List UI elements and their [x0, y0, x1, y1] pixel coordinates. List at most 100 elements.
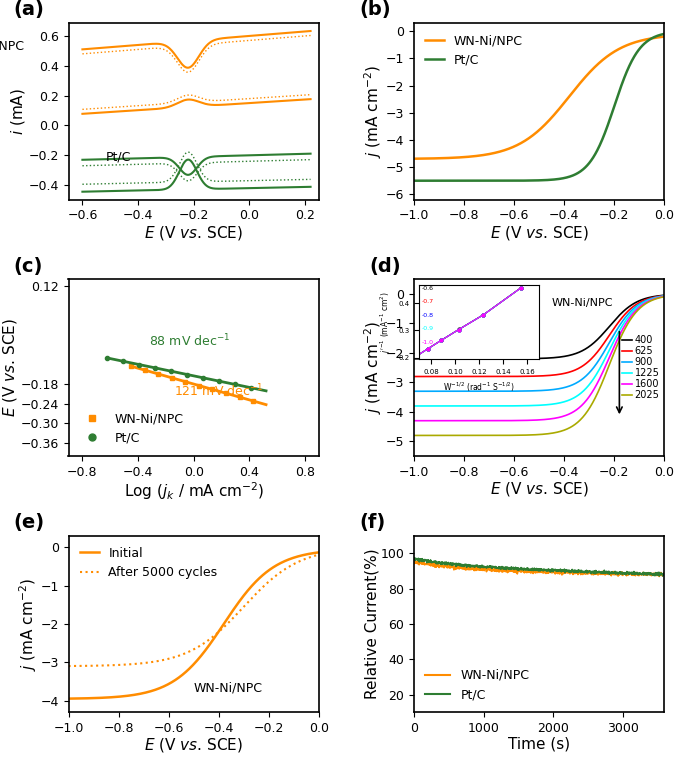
900	[545, 385, 553, 394]
Line: 1225: 1225	[414, 296, 664, 406]
Initial	[270, 562, 278, 571]
Text: (a): (a)	[14, 1, 45, 19]
Y-axis label: $E$ (V $vs$. SCE): $E$ (V $vs$. SCE)	[1, 318, 19, 417]
400	[410, 354, 418, 363]
X-axis label: Time (s): Time (s)	[508, 736, 571, 751]
2025	[559, 426, 567, 435]
900	[660, 291, 669, 300]
Text: (d): (d)	[369, 257, 401, 276]
Line: 900: 900	[414, 296, 664, 391]
Legend: WN-Ni/NPC, Pt/C: WN-Ni/NPC, Pt/C	[421, 664, 534, 706]
Y-axis label: $i$ (mA): $i$ (mA)	[9, 88, 27, 135]
Text: WN-Ni/NPC: WN-Ni/NPC	[194, 681, 263, 694]
Line: Initial: Initial	[68, 552, 319, 699]
Initial	[309, 548, 317, 558]
X-axis label: $E$ (V $vs$. SCE): $E$ (V $vs$. SCE)	[490, 480, 588, 498]
Text: (b): (b)	[359, 1, 390, 19]
400	[654, 291, 662, 300]
After 5000 cycles	[214, 628, 222, 637]
900	[615, 322, 623, 331]
400	[530, 354, 538, 363]
Y-axis label: Relative Current(%): Relative Current(%)	[364, 548, 379, 699]
1225	[615, 326, 623, 336]
After 5000 cycles	[184, 648, 192, 657]
625	[660, 291, 669, 300]
1600	[410, 416, 418, 425]
Legend: WN-Ni/NPC, Pt/C: WN-Ni/NPC, Pt/C	[75, 408, 189, 450]
400	[660, 290, 669, 300]
1600	[529, 416, 537, 425]
900	[410, 387, 418, 396]
Line: After 5000 cycles: After 5000 cycles	[68, 555, 319, 666]
Y-axis label: $j$ (mA cm$^{-2}$): $j$ (mA cm$^{-2}$)	[363, 321, 384, 414]
1225	[529, 401, 537, 410]
X-axis label: $E$ (V $vs$. SCE): $E$ (V $vs$. SCE)	[490, 224, 588, 242]
Text: WN-Ni/NPC: WN-Ni/NPC	[552, 298, 613, 308]
625	[654, 292, 662, 301]
400	[559, 352, 567, 362]
Initial	[315, 548, 323, 557]
2025	[530, 430, 538, 440]
Legend: Initial, After 5000 cycles: Initial, After 5000 cycles	[75, 542, 223, 584]
Initial	[184, 666, 192, 675]
Text: (c): (c)	[14, 257, 42, 276]
2025	[654, 293, 662, 303]
625	[529, 372, 537, 381]
1225	[559, 398, 567, 407]
After 5000 cycles	[270, 573, 278, 582]
Initial	[214, 629, 222, 638]
1600	[559, 411, 567, 421]
2025	[545, 429, 553, 438]
Text: (e): (e)	[14, 513, 45, 532]
900	[529, 386, 537, 395]
Text: Pt/C: Pt/C	[106, 151, 132, 164]
1600	[615, 331, 623, 340]
Line: 400: 400	[414, 295, 664, 358]
Y-axis label: $j$ (mA cm$^{-2}$): $j$ (mA cm$^{-2}$)	[17, 578, 39, 670]
After 5000 cycles	[315, 550, 323, 559]
625	[530, 372, 538, 381]
1225	[660, 292, 669, 301]
625	[410, 372, 418, 381]
625	[545, 371, 553, 380]
After 5000 cycles	[185, 647, 193, 656]
Text: 88 mV dec$^{-1}$: 88 mV dec$^{-1}$	[149, 333, 230, 349]
1225	[410, 401, 418, 411]
1600	[654, 293, 662, 303]
X-axis label: Log ($j_k$ / mA cm$^{-2}$): Log ($j_k$ / mA cm$^{-2}$)	[123, 480, 264, 502]
Legend: WN-Ni/NPC, Pt/C: WN-Ni/NPC, Pt/C	[421, 29, 528, 71]
Initial	[64, 694, 73, 703]
2025	[615, 336, 623, 345]
Initial	[200, 647, 208, 656]
Initial	[185, 664, 193, 673]
After 5000 cycles	[200, 639, 208, 648]
1225	[530, 401, 538, 410]
Text: WN-Ni/NPC: WN-Ni/NPC	[0, 40, 25, 53]
Text: (f): (f)	[359, 513, 385, 532]
After 5000 cycles	[64, 662, 73, 671]
625	[615, 316, 623, 326]
400	[615, 311, 623, 320]
After 5000 cycles	[309, 552, 317, 561]
625	[559, 369, 567, 378]
Legend: 400, 625, 900, 1225, 1600, 2025: 400, 625, 900, 1225, 1600, 2025	[618, 332, 664, 404]
X-axis label: $E$ (V $vs$. SCE): $E$ (V $vs$. SCE)	[145, 736, 243, 755]
Line: 625: 625	[414, 296, 664, 377]
400	[545, 353, 553, 362]
1600	[545, 414, 553, 424]
900	[530, 386, 538, 395]
Text: 121 mV dec$^{-1}$: 121 mV dec$^{-1}$	[174, 382, 263, 399]
2025	[410, 430, 418, 440]
Y-axis label: $j$ (mA cm$^{-2}$): $j$ (mA cm$^{-2}$)	[363, 65, 384, 158]
1225	[545, 400, 553, 409]
Line: 1600: 1600	[414, 296, 664, 421]
400	[529, 354, 537, 363]
1225	[654, 293, 662, 302]
1600	[660, 292, 669, 301]
Line: 2025: 2025	[414, 296, 664, 435]
1600	[530, 415, 538, 424]
2025	[660, 292, 669, 301]
2025	[529, 430, 537, 440]
900	[559, 383, 567, 392]
X-axis label: $E$ (V $vs$. SCE): $E$ (V $vs$. SCE)	[145, 224, 243, 242]
